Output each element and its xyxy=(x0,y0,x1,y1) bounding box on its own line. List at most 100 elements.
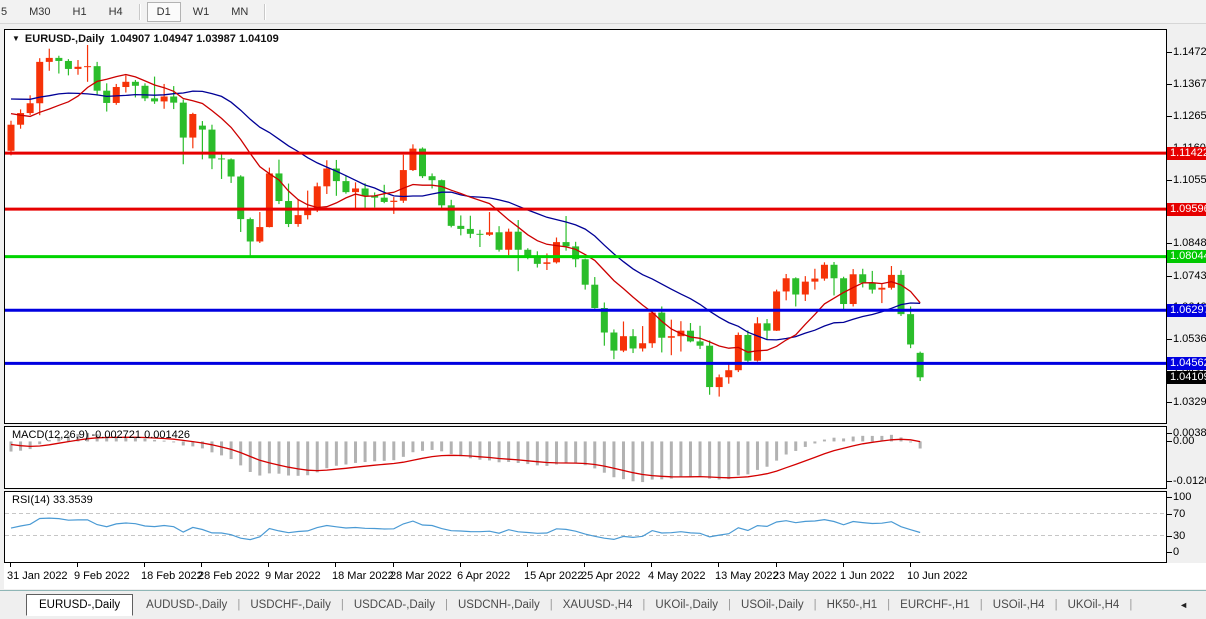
timeframe-button-w1[interactable]: W1 xyxy=(192,5,210,18)
candle xyxy=(55,55,63,74)
candle xyxy=(112,83,120,105)
symbol-tab-ukoil-daily[interactable]: UKOil-,Daily xyxy=(655,599,719,611)
date-tick xyxy=(776,563,777,567)
date-label: 28 Feb 2022 xyxy=(198,570,260,582)
date-tick xyxy=(527,563,528,567)
symbol-tab-usdchf-daily[interactable]: USDCHF-,Daily xyxy=(250,599,331,611)
price-tick-label: 1.13670 xyxy=(1173,78,1206,90)
candle xyxy=(677,321,685,352)
chart-dropdown-icon[interactable]: ▼ xyxy=(12,34,20,43)
timeframe-button-5[interactable]: 5 xyxy=(1,5,8,18)
candle xyxy=(581,258,589,290)
symbol-tab-ukoil-h4[interactable]: UKOil-,H4 xyxy=(1067,599,1120,611)
macd-histogram-bar xyxy=(86,432,90,442)
candle xyxy=(706,340,714,395)
date-tick xyxy=(718,563,719,567)
tab-separator: | xyxy=(813,599,817,611)
macd-histogram-bar xyxy=(239,441,243,466)
macd-histogram-bar xyxy=(813,441,817,444)
macd-histogram-bar xyxy=(803,441,807,447)
candle xyxy=(17,109,25,129)
tabs-scroll-right-icon[interactable]: ► xyxy=(1197,598,1206,612)
candle xyxy=(782,273,790,301)
macd-histogram-bar xyxy=(66,435,70,442)
macd-histogram-bar xyxy=(832,437,836,442)
macd-histogram-bar xyxy=(114,436,118,442)
macd-histogram-bar xyxy=(669,441,673,479)
candle xyxy=(237,175,245,232)
timeframe-button-h1[interactable]: H1 xyxy=(72,5,87,18)
candle xyxy=(907,306,915,349)
rsi-canvas[interactable] xyxy=(5,492,1166,562)
macd-histogram-bar xyxy=(296,441,300,476)
symbol-tab-xauusd-h4[interactable]: XAUUSD-,H4 xyxy=(562,599,633,611)
macd-canvas[interactable] xyxy=(5,427,1166,488)
candle xyxy=(246,217,254,257)
macd-histogram-bar xyxy=(488,441,491,461)
macd-histogram-bar xyxy=(430,441,434,450)
timeframe-button-d1[interactable]: D1 xyxy=(146,1,181,22)
macd-signal-line xyxy=(10,436,921,479)
candle xyxy=(801,276,809,301)
tabs-scroll-left-icon[interactable]: ◄ xyxy=(1179,600,1189,610)
symbol-tab-usdcnh-daily[interactable]: USDCNH-,Daily xyxy=(457,599,540,611)
macd-histogram-bar xyxy=(784,441,788,455)
macd-histogram-bar xyxy=(593,441,597,469)
macd-histogram-bar xyxy=(28,441,32,450)
date-tick xyxy=(393,563,394,567)
level-price-badge: 1.11422 xyxy=(1167,147,1206,160)
macd-histogram-bar xyxy=(822,439,826,442)
symbol-tab-usoil-daily[interactable]: USOil-,Daily xyxy=(741,599,804,611)
macd-histogram-bar xyxy=(861,435,865,442)
price-tick-label: 1.10550 xyxy=(1173,174,1206,186)
macd-histogram-bar xyxy=(220,441,224,456)
macd-histogram-bar xyxy=(708,441,712,479)
candle xyxy=(26,95,34,115)
price-tick xyxy=(1167,52,1172,53)
symbol-tab-usdcad-daily[interactable]: USDCAD-,Daily xyxy=(353,599,435,611)
timeframe-button-h4[interactable]: H4 xyxy=(108,5,123,18)
chart-ohlc-values: 1.04907 1.04947 1.03987 1.04109 xyxy=(110,33,279,45)
macd-histogram-bar xyxy=(660,441,664,480)
timeframe-toolbar: 5 M30 H1 H4 D1 W1 MN xyxy=(0,0,1206,24)
candle xyxy=(505,228,513,256)
symbol-tab-eurusd-daily[interactable]: EURUSD-,Daily xyxy=(26,594,134,616)
date-tick xyxy=(584,563,585,567)
symbol-tab-eurchf-h1[interactable]: EURCHF-,H1 xyxy=(900,599,970,611)
date-label: 1 Jun 2022 xyxy=(840,570,895,582)
tab-separator: | xyxy=(642,599,646,611)
timeframe-button-m30[interactable]: M30 xyxy=(29,5,51,18)
main-chart-pane[interactable]: ▼ EURUSD-,Daily 1.04907 1.04947 1.03987 1… xyxy=(4,29,1167,424)
date-label: 25 Apr 2022 xyxy=(581,570,641,582)
candle xyxy=(45,48,53,71)
tab-separator: | xyxy=(1129,599,1133,611)
macd-histogram-bar xyxy=(612,441,616,478)
tab-separator: | xyxy=(979,599,983,611)
rsi-pane[interactable]: RSI(14) 33.3539 xyxy=(4,491,1167,563)
candle xyxy=(619,321,627,353)
price-tick-label: 1.03290 xyxy=(1173,396,1206,408)
symbol-tab-usoil-h4[interactable]: USOil-,H4 xyxy=(992,599,1045,611)
macd-tick-label: 0.00 xyxy=(1173,435,1195,447)
candle xyxy=(323,160,331,194)
date-tick xyxy=(460,563,461,567)
rsi-line xyxy=(10,517,921,541)
symbol-tab-hk50-h1[interactable]: HK50-,H1 xyxy=(826,599,878,611)
candle xyxy=(218,151,226,179)
candle xyxy=(916,351,924,382)
date-label: 6 Apr 2022 xyxy=(457,570,511,582)
macd-histogram-bar xyxy=(650,441,654,480)
time-axis[interactable]: 31 Jan 2022 9 Feb 2022 18 Feb 2022 28 Feb 2… xyxy=(4,563,1206,589)
timeframe-button-mn[interactable]: MN xyxy=(231,5,249,18)
macd-histogram-bar xyxy=(554,441,558,465)
toolbar-separator xyxy=(138,3,141,20)
candle xyxy=(572,241,580,268)
macd-histogram-bar xyxy=(535,441,539,466)
date-label: 31 Jan 2022 xyxy=(7,570,68,582)
rsi-tick xyxy=(1167,514,1172,515)
macd-pane[interactable]: MACD(12,26,9) -0.002721 0.001426 xyxy=(4,426,1167,489)
price-chart-canvas[interactable] xyxy=(5,30,1166,423)
symbol-tab-audusd-daily[interactable]: AUDUSD-,Daily xyxy=(146,599,228,611)
candle xyxy=(294,199,302,227)
candle xyxy=(352,182,360,209)
